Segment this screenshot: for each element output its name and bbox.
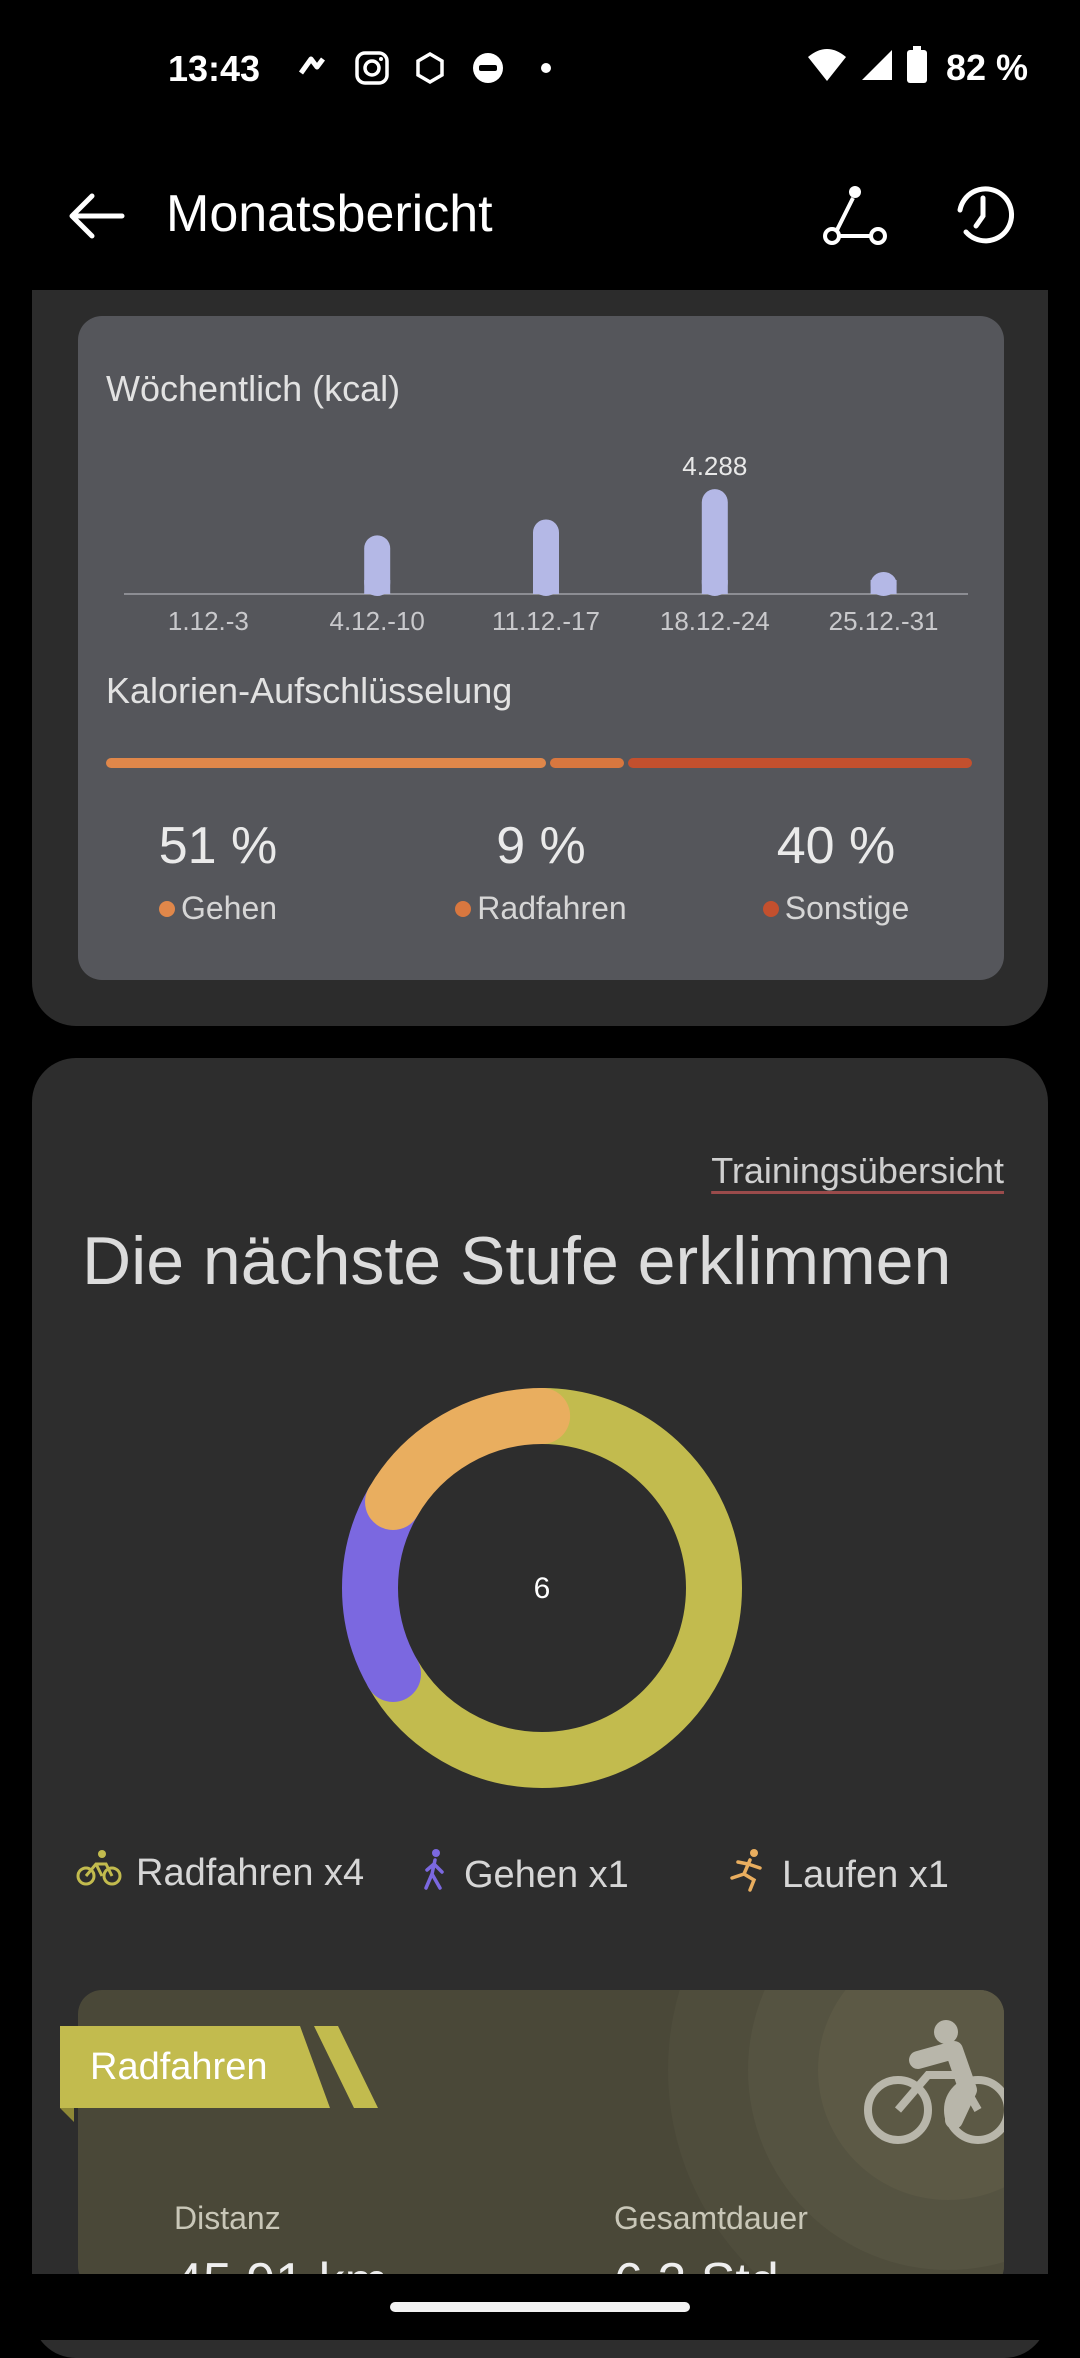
legend-item-laufen: Laufen x1 — [728, 1848, 949, 1902]
data-label: 4.288 — [682, 451, 747, 481]
breakdown-segment — [628, 758, 972, 768]
cycling-icon — [76, 1848, 122, 1898]
strava-icon — [296, 50, 332, 86]
cycling-large-icon — [858, 2020, 1004, 2155]
breakdown-segment — [549, 758, 624, 768]
page-title: Monatsbericht — [166, 185, 493, 243]
legend-label: Laufen x1 — [782, 1853, 949, 1896]
breakdown-bar — [106, 758, 976, 768]
legend-dot — [158, 900, 175, 917]
calorie-card: Wöchentlich (kcal) 1.12.-3 4.12.-10 11.12.… — [32, 290, 1048, 1026]
system-icons: 82 % — [806, 46, 1028, 89]
status-time: 13:43 — [168, 48, 261, 89]
legend-label: Gehen x1 — [464, 1853, 629, 1896]
weekly-chart-title: Wöchentlich (kcal) — [106, 368, 401, 409]
calorie-panel: Wöchentlich (kcal) 1.12.-3 4.12.-10 11.12.… — [78, 316, 1004, 980]
bar-base — [364, 580, 391, 594]
instagram-icon — [354, 50, 390, 86]
breakdown-segment — [106, 758, 546, 768]
breakdown-percent: 51 % — [158, 817, 278, 875]
app-bar: Monatsbericht — [0, 140, 1080, 290]
route-icon[interactable] — [820, 180, 890, 250]
bar-base — [701, 580, 728, 594]
tag-ribbon — [60, 2026, 378, 2122]
activity-tag: Radfahren — [60, 2026, 390, 2122]
bar — [533, 519, 559, 596]
bar — [701, 489, 728, 596]
weekly-bar-chart: 1.12.-3 4.12.-10 11.12.-17 18.12.-24 4.288 25… — [124, 451, 968, 636]
legend-dot — [762, 900, 779, 917]
breakdown-percent: 9 % — [496, 817, 586, 875]
tick-label: 4.12.-10 — [329, 606, 424, 636]
breakdown-item-gehen: 51 % Gehen — [68, 816, 368, 927]
breakdown-item-sonstige: 40 % Sonstige — [686, 816, 986, 927]
tick-label: 25.12.-31 — [829, 606, 939, 636]
tick-label: 1.12.-3 — [168, 606, 249, 636]
activity-donut-chart: 6 — [342, 1387, 742, 1788]
breakdown-percent: 40 % — [776, 817, 896, 875]
donut-segment — [342, 1388, 742, 1788]
legend-item-radfahren: Radfahren x4 — [76, 1848, 364, 1898]
wear-os-icon — [470, 50, 506, 86]
battery-percent: 82 % — [945, 46, 1028, 88]
dot-icon — [528, 50, 564, 86]
donut-center-count: 6 — [534, 1572, 551, 1605]
cycling-summary-card[interactable]: Distanz Gesamtdauer 45,91 km 6,2 Std. — [78, 1990, 1004, 2290]
bar-base — [533, 580, 559, 594]
legend-label: Radfahren x4 — [136, 1851, 365, 1894]
home-indicator[interactable] — [390, 2302, 690, 2312]
distance-label: Distanz — [174, 2200, 281, 2236]
training-card: Trainingsübersicht Die nächste Stufe erk… — [32, 1058, 1048, 2358]
history-icon[interactable] — [948, 180, 1018, 250]
training-overview-link[interactable]: Trainingsübersicht — [711, 1150, 1004, 1191]
duration-label: Gesamtdauer — [614, 2200, 808, 2236]
bar-base — [870, 580, 897, 594]
breakdown-title: Kalorien-Aufschlüsselung — [106, 670, 513, 711]
breakdown-label: Gehen — [180, 890, 278, 926]
notification-icons — [296, 50, 564, 86]
battery-icon — [906, 46, 928, 89]
activity-tag-label: Radfahren — [90, 2046, 268, 2088]
back-arrow-icon[interactable] — [64, 184, 128, 248]
breakdown-item-radfahren: 9 % Radfahren — [391, 816, 691, 927]
activity-legend: Radfahren x4 Gehen x1 Laufen x1 — [76, 1848, 1016, 1908]
breakdown-label: Radfahren — [477, 890, 627, 926]
walking-icon — [420, 1848, 450, 1902]
running-icon — [728, 1848, 768, 1902]
breakdown-label: Sonstige — [784, 890, 910, 926]
status-bar: 13:43 82 % — [0, 0, 1080, 140]
wifi-icon — [806, 47, 848, 88]
legend-dot — [455, 900, 472, 917]
donut-segment — [342, 1387, 742, 1788]
hexagon-app-icon — [412, 50, 448, 86]
legend-item-gehen: Gehen x1 — [420, 1848, 629, 1902]
signal-icon — [860, 48, 894, 87]
tick-label: 11.12.-17 — [492, 606, 600, 636]
tick-label: 18.12.-24 — [660, 606, 770, 636]
training-headline: Die nächste Stufe erklimmen — [82, 1223, 952, 1299]
